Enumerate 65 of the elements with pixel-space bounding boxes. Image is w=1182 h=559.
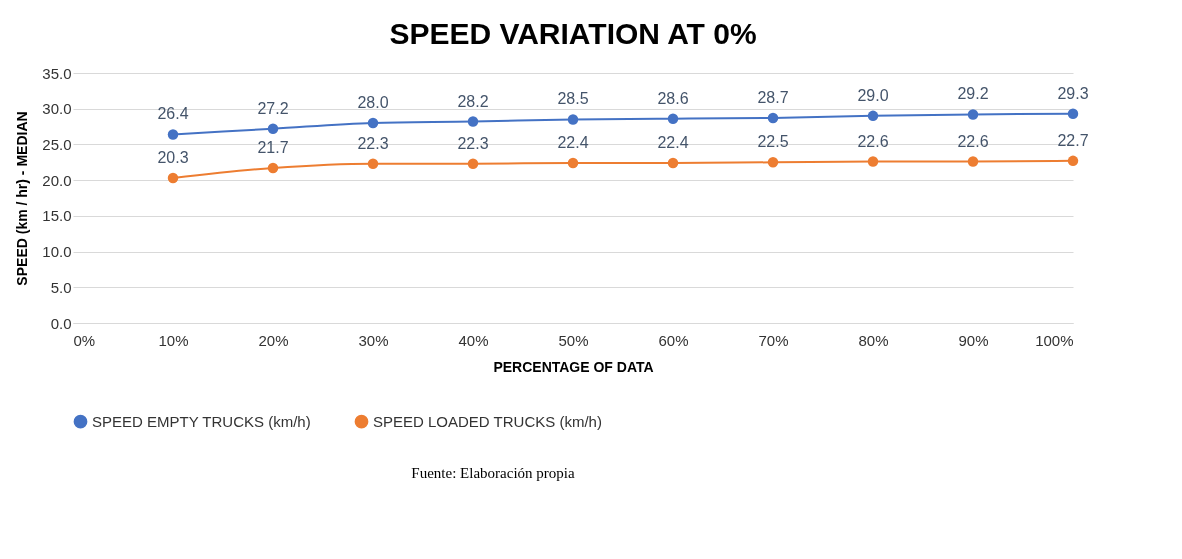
data-label: 22.4 [657, 134, 689, 151]
data-label: 22.6 [857, 132, 889, 150]
point [1067, 155, 1079, 167]
point [367, 117, 379, 129]
y-tick-label: 0.0 [50, 314, 72, 332]
x-tick-label: 100% [1035, 331, 1074, 349]
legend-label: SPEED EMPTY TRUCKS (km/h) [92, 412, 311, 430]
point [167, 172, 179, 184]
data-label: 22.5 [757, 133, 789, 151]
y-tick-label: 20.0 [42, 171, 72, 189]
data-label: 28.0 [357, 94, 389, 111]
chart-title: SPEED VARIATION AT 0% [389, 17, 757, 50]
data-label: 29.0 [857, 86, 889, 104]
data-label: 26.4 [157, 105, 189, 123]
y-axis-title: SPEED (km / hr) - MEDIAN [14, 111, 31, 286]
point [667, 113, 679, 124]
data-label: 22.3 [457, 134, 489, 152]
data-label: 28.7 [757, 89, 789, 106]
point [167, 129, 179, 140]
y-tick-label: 35.0 [42, 64, 72, 82]
data-label: 22.6 [957, 132, 989, 150]
point [967, 156, 979, 167]
data-label: 28.5 [557, 90, 589, 108]
data-label: 29.3 [1057, 84, 1089, 102]
point [267, 162, 279, 174]
y-tick-label: 10.0 [42, 243, 72, 261]
point [467, 158, 479, 169]
data-label: 28.6 [657, 89, 689, 107]
point [567, 157, 579, 169]
data-label: 22.7 [1057, 131, 1089, 149]
point [267, 123, 279, 134]
legend-label: SPEED LOADED TRUCKS (km/h) [373, 412, 602, 430]
point [667, 157, 679, 169]
point [867, 156, 879, 167]
x-tick-label: 10% [158, 331, 189, 349]
data-label: 27.2 [257, 99, 289, 117]
data-label: 20.3 [157, 149, 189, 166]
data-label: 22.3 [357, 134, 389, 152]
x-axis-title: PERCENTAGE OF DATA [493, 358, 654, 375]
x-tick-label: 60% [658, 331, 689, 349]
y-tick-label: 5.0 [50, 278, 72, 296]
x-tick-label: 90% [958, 331, 989, 349]
data-label: 29.2 [957, 85, 989, 103]
x-tick-label: 80% [858, 331, 889, 349]
x-tick-label: 50% [558, 331, 589, 349]
data-label: 21.7 [257, 139, 289, 156]
data-label: 22.4 [557, 134, 589, 151]
x-tick-label: 40% [458, 331, 489, 349]
x-tick-label: 0% [73, 331, 96, 349]
x-tick-label: 70% [758, 331, 789, 349]
point [1067, 108, 1079, 119]
point [967, 109, 979, 120]
point [867, 110, 879, 122]
point [567, 114, 579, 125]
point [767, 157, 779, 168]
data-label: 28.2 [457, 92, 489, 110]
y-tick-label: 15.0 [42, 207, 72, 225]
x-tick-label: 20% [258, 331, 289, 349]
point [367, 158, 379, 169]
point [467, 116, 479, 127]
x-tick-label: 30% [358, 331, 389, 349]
point [767, 112, 779, 124]
y-tick-label: 30.0 [42, 100, 72, 118]
source-note: Fuente: Elaboración propia [411, 465, 575, 481]
y-tick-label: 25.0 [42, 135, 72, 153]
